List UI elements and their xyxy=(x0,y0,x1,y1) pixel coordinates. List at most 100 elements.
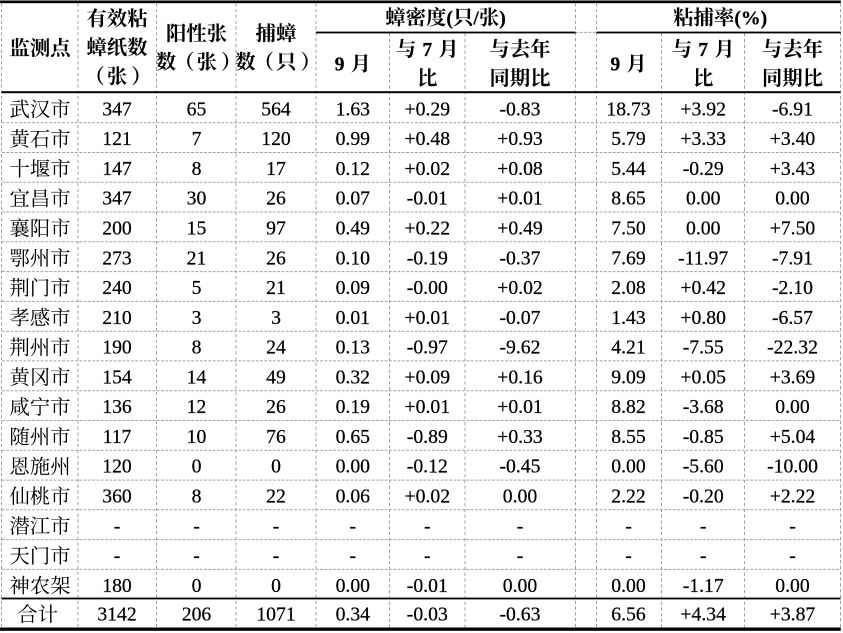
svg-text:0: 0 xyxy=(192,575,202,597)
svg-text:0.12: 0.12 xyxy=(336,158,370,180)
svg-text:-9.62: -9.62 xyxy=(499,337,540,359)
svg-text:+0.93: +0.93 xyxy=(497,128,543,150)
svg-text:7.69: 7.69 xyxy=(611,247,646,269)
svg-text:+5.04: +5.04 xyxy=(770,426,816,448)
svg-text:+0.33: +0.33 xyxy=(497,426,543,448)
svg-text:+3.92: +3.92 xyxy=(680,98,726,120)
svg-text:-: - xyxy=(517,515,524,537)
svg-text:-10.00: -10.00 xyxy=(767,456,818,478)
svg-text:-0.97: -0.97 xyxy=(407,337,448,359)
svg-text:-3.68: -3.68 xyxy=(683,396,724,418)
svg-text:3: 3 xyxy=(271,307,281,329)
svg-text:26: 26 xyxy=(266,247,286,269)
svg-text:+3.33: +3.33 xyxy=(680,128,726,150)
svg-text:206: 206 xyxy=(182,604,212,626)
svg-text:-6.57: -6.57 xyxy=(772,307,813,329)
svg-text:8: 8 xyxy=(192,158,202,180)
svg-text:-: - xyxy=(114,545,121,567)
svg-text:-: - xyxy=(350,545,357,567)
svg-text:-22.32: -22.32 xyxy=(767,337,818,359)
svg-text:-: - xyxy=(193,545,200,567)
svg-text:120: 120 xyxy=(261,128,291,150)
svg-text:-: - xyxy=(789,545,796,567)
svg-text:+0.48: +0.48 xyxy=(405,128,451,150)
svg-text:0.99: 0.99 xyxy=(336,128,371,150)
svg-text:+7.50: +7.50 xyxy=(770,218,816,240)
svg-text:0.00: 0.00 xyxy=(775,188,810,210)
svg-text:0.65: 0.65 xyxy=(336,426,371,448)
svg-text:+0.08: +0.08 xyxy=(497,158,543,180)
svg-text:24: 24 xyxy=(266,337,286,359)
svg-text:0.00: 0.00 xyxy=(503,485,538,507)
svg-text:-5.60: -5.60 xyxy=(683,456,724,478)
svg-text:+3.43: +3.43 xyxy=(770,158,816,180)
svg-text:+3.87: +3.87 xyxy=(770,604,816,626)
svg-text:-0.01: -0.01 xyxy=(407,575,448,597)
svg-text:0.32: 0.32 xyxy=(336,366,370,388)
svg-text:0.00: 0.00 xyxy=(336,456,371,478)
svg-text:240: 240 xyxy=(102,277,132,299)
svg-text:22: 22 xyxy=(266,485,286,507)
svg-text:+0.29: +0.29 xyxy=(405,98,451,120)
svg-text:-0.01: -0.01 xyxy=(407,188,448,210)
svg-text:347: 347 xyxy=(102,98,132,120)
svg-text:-0.83: -0.83 xyxy=(499,98,540,120)
svg-text:+0.01: +0.01 xyxy=(405,307,451,329)
svg-text:0.01: 0.01 xyxy=(336,307,370,329)
svg-text:-0.19: -0.19 xyxy=(407,247,448,269)
svg-text:147: 147 xyxy=(102,158,132,180)
svg-text:0: 0 xyxy=(271,456,281,478)
svg-text:-0.37: -0.37 xyxy=(499,247,540,269)
svg-text:2.08: 2.08 xyxy=(611,277,646,299)
svg-text:+0.01: +0.01 xyxy=(497,396,543,418)
svg-text:+3.40: +3.40 xyxy=(770,128,816,150)
svg-text:7: 7 xyxy=(422,39,432,61)
svg-text:273: 273 xyxy=(102,247,132,269)
svg-text:+0.16: +0.16 xyxy=(497,366,543,388)
svg-text:0.00: 0.00 xyxy=(686,188,721,210)
svg-text:360: 360 xyxy=(102,485,132,507)
svg-text:-: - xyxy=(424,545,431,567)
svg-text:-: - xyxy=(273,515,280,537)
svg-text:-: - xyxy=(424,515,431,537)
svg-text:0.00: 0.00 xyxy=(611,456,646,478)
svg-text:49: 49 xyxy=(266,366,286,388)
svg-text:7: 7 xyxy=(698,39,708,61)
svg-text:-: - xyxy=(350,515,357,537)
svg-text:4.21: 4.21 xyxy=(611,337,645,359)
svg-text:1.63: 1.63 xyxy=(336,98,371,120)
svg-text:347: 347 xyxy=(102,188,132,210)
svg-text:30: 30 xyxy=(187,188,207,210)
svg-text:2.22: 2.22 xyxy=(611,485,645,507)
svg-text:21: 21 xyxy=(187,247,207,269)
svg-text:-2.10: -2.10 xyxy=(772,277,813,299)
svg-text:-6.91: -6.91 xyxy=(772,98,813,120)
svg-text:+3.69: +3.69 xyxy=(770,366,816,388)
svg-text:+0.02: +0.02 xyxy=(405,158,451,180)
svg-text:0.34: 0.34 xyxy=(336,604,371,626)
svg-text:-: - xyxy=(517,545,524,567)
svg-text:+0.02: +0.02 xyxy=(497,277,543,299)
svg-text:0.00: 0.00 xyxy=(686,218,721,240)
svg-text:17: 17 xyxy=(266,158,286,180)
svg-text:8.65: 8.65 xyxy=(611,188,646,210)
svg-text:-11.97: -11.97 xyxy=(678,247,728,269)
svg-text:21: 21 xyxy=(266,277,286,299)
svg-text:0.13: 0.13 xyxy=(336,337,371,359)
svg-text:180: 180 xyxy=(102,575,132,597)
svg-text:3: 3 xyxy=(192,307,202,329)
svg-text:1.43: 1.43 xyxy=(611,307,646,329)
svg-text:121: 121 xyxy=(102,128,132,150)
svg-text:5.79: 5.79 xyxy=(611,128,646,150)
svg-text:190: 190 xyxy=(102,337,132,359)
svg-text:+0.22: +0.22 xyxy=(405,218,451,240)
svg-text:10: 10 xyxy=(187,426,207,448)
svg-text:-0.29: -0.29 xyxy=(683,158,724,180)
svg-text:0.00: 0.00 xyxy=(336,575,371,597)
svg-text:9: 9 xyxy=(610,54,620,76)
svg-text:): ) xyxy=(499,8,506,30)
svg-text:-: - xyxy=(273,545,280,567)
svg-text:(%): (%) xyxy=(734,8,767,30)
svg-text:564: 564 xyxy=(261,98,291,120)
svg-text:8.55: 8.55 xyxy=(611,426,646,448)
